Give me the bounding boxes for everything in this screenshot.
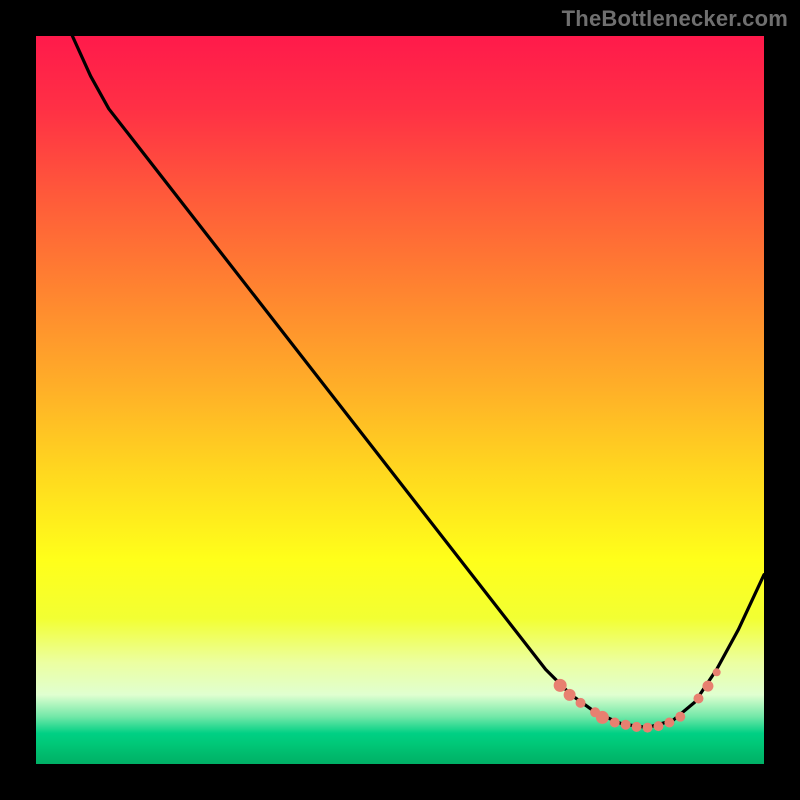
- chart-container: TheBottlenecker.com: [0, 0, 800, 800]
- gradient-background: [36, 36, 764, 764]
- plot-area: [36, 36, 764, 764]
- watermark-text: TheBottlenecker.com: [562, 6, 788, 32]
